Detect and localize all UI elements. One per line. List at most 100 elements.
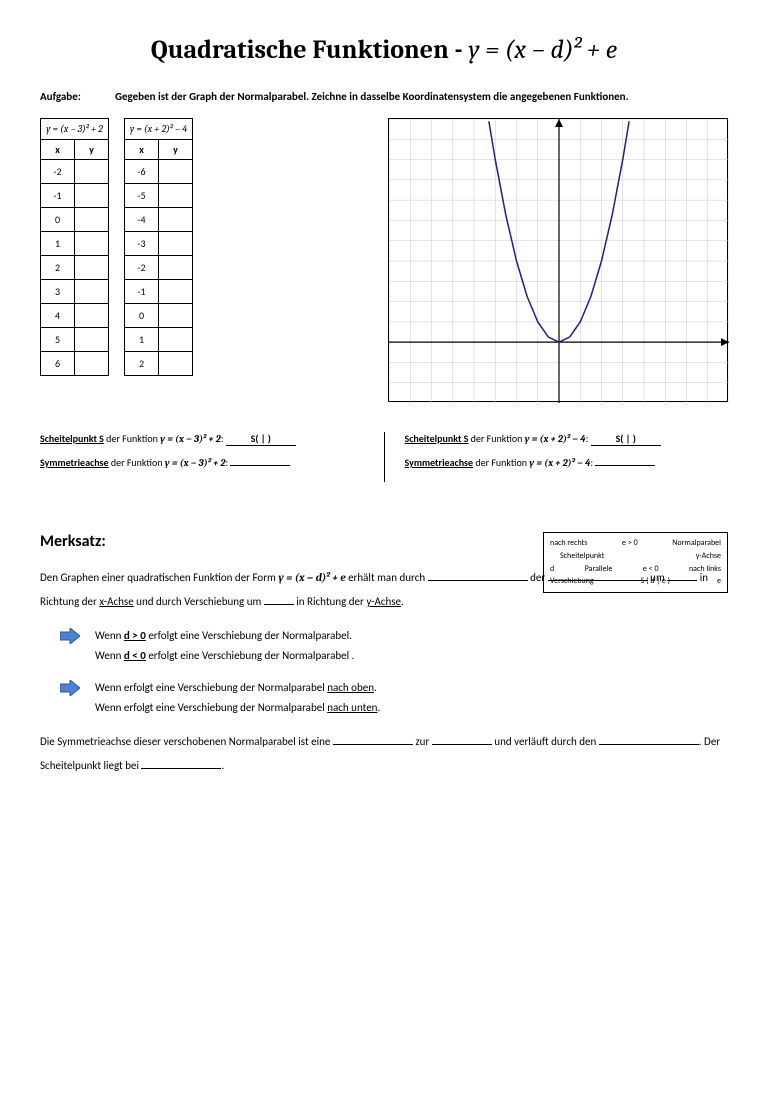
wb-w2: Normalparabel: [672, 537, 721, 550]
p2ax2: y-Achse: [366, 595, 401, 608]
blank-p3-3[interactable]: [599, 734, 699, 745]
right-axis-of: der Funktion: [473, 456, 529, 469]
wb-w11: S ( d | e ): [641, 575, 670, 588]
table1-y7[interactable]: [75, 328, 109, 352]
table2-x8: 2: [125, 352, 159, 376]
table1-y2[interactable]: [75, 208, 109, 232]
table1-x3: 1: [41, 232, 75, 256]
right-axis-label: Symmetrieachse: [405, 456, 474, 469]
table2-x0: -6: [125, 160, 159, 184]
table2-y8[interactable]: [159, 352, 193, 376]
p1b: erhält man durch: [346, 571, 428, 584]
word-bank: nach rechtse > 0Normalparabel Scheitelpu…: [543, 532, 728, 593]
table2-y2[interactable]: [159, 208, 193, 232]
table1-y1[interactable]: [75, 184, 109, 208]
table1-x6: 4: [41, 304, 75, 328]
left-axis-line: Symmetrieachse der Funktion y = (x − 3)²…: [40, 454, 364, 469]
table2-y1[interactable]: [159, 184, 193, 208]
table2-x6: 0: [125, 304, 159, 328]
blank-4[interactable]: [264, 594, 294, 605]
table1-x5: 3: [41, 280, 75, 304]
bullet-block-1: Wenn d > 0 erfolgt eine Verschiebung der…: [40, 626, 728, 666]
blank-p3-4[interactable]: [141, 758, 221, 769]
merksatz-section: nach rechtse > 0Normalparabel Scheitelpu…: [40, 532, 728, 778]
table2-x1: -5: [125, 184, 159, 208]
bullet-block-2: Wenn erfolgt eine Verschiebung der Norma…: [40, 678, 728, 718]
table2-y6[interactable]: [159, 304, 193, 328]
p2ax1: x-Achse: [99, 595, 133, 608]
b3dir: nach oben: [327, 681, 374, 694]
p3a: Die Symmetrieachse dieser verschobenen N…: [40, 735, 333, 748]
table2-y4[interactable]: [159, 256, 193, 280]
table1-y6[interactable]: [75, 304, 109, 328]
right-vertex-line: Scheitelpunkt S der Funktion y = (x + 2)…: [405, 432, 729, 446]
b2cond: d < 0: [124, 649, 146, 662]
wb-w12: e: [717, 575, 721, 588]
wb-w4: e > 0: [622, 537, 638, 550]
right-vertex-eq: y = (x + 2)² − 4: [525, 433, 586, 445]
page-title: Quadratische Funktionen - y = (x − d)² +…: [40, 35, 728, 65]
bullet-4-text: Wenn erfolgt eine Verschiebung der Norma…: [95, 698, 380, 718]
blank-1[interactable]: [428, 570, 528, 581]
left-vertex-of: der Funktion: [104, 432, 160, 445]
table2-x7: 1: [125, 328, 159, 352]
table1-y5[interactable]: [75, 280, 109, 304]
table1-y3[interactable]: [75, 232, 109, 256]
right-vertex-label: Scheitelpunkt S: [405, 432, 469, 445]
left-axis-blank[interactable]: [230, 454, 290, 466]
right-vertex-of: der Funktion: [468, 432, 524, 445]
title-equation: y = (x − d)² + e: [468, 35, 617, 65]
bullet-4: Wenn erfolgt eine Verschiebung der Norma…: [95, 698, 728, 718]
task-row: Aufgabe: Gegeben ist der Graph der Norma…: [40, 90, 728, 103]
left-vertex-label: Scheitelpunkt S: [40, 432, 104, 445]
table2-x2: -4: [125, 208, 159, 232]
arrow-right-icon: [60, 628, 80, 644]
p3c: und verläuft durch den: [492, 735, 599, 748]
wb-w7: Parallele: [585, 563, 613, 576]
wb-w9: nach links: [689, 563, 721, 576]
right-axis-blank[interactable]: [595, 454, 655, 466]
p1a: Den Graphen einer quadratischen Funktion…: [40, 571, 278, 584]
table1-x8: 6: [41, 352, 75, 376]
table2-y5[interactable]: [159, 280, 193, 304]
bullet-3: Wenn erfolgt eine Verschiebung der Norma…: [60, 678, 728, 698]
table1-y0[interactable]: [75, 160, 109, 184]
left-axis-label: Symmetrieachse: [40, 456, 109, 469]
p3b: zur: [413, 735, 432, 748]
wb-w6: d: [550, 563, 554, 576]
blank-p3-1[interactable]: [333, 734, 413, 745]
arrow-right-icon: [60, 680, 80, 696]
table2-y0[interactable]: [159, 160, 193, 184]
graph-svg: [389, 119, 729, 403]
blank-p3-2[interactable]: [432, 734, 492, 745]
table2-x4: -2: [125, 256, 159, 280]
bullet-1: Wenn d > 0 erfolgt eine Verschiebung der…: [60, 626, 728, 646]
wb-w8: e < 0: [643, 563, 659, 576]
p1eq: y = (x − d)² + e: [278, 571, 345, 584]
left-vertex-line: Scheitelpunkt S der Funktion y = (x − 3)…: [40, 432, 364, 446]
table2-y3[interactable]: [159, 232, 193, 256]
table1-y4[interactable]: [75, 256, 109, 280]
table1-x1: -1: [41, 184, 75, 208]
left-axis-eq: y = (x − 3)² + 2: [165, 457, 226, 469]
table1-header-y: y: [75, 140, 109, 160]
right-vertex-blank[interactable]: S( | ): [591, 432, 661, 446]
title-text: Quadratische Funktionen -: [151, 35, 468, 65]
table1-y8[interactable]: [75, 352, 109, 376]
table2-header-y: y: [159, 140, 193, 160]
table1-x0: -2: [41, 160, 75, 184]
right-axis-line: Symmetrieachse der Funktion y = (x + 2)²…: [405, 454, 729, 469]
p2d: in Richtung der: [294, 595, 367, 608]
wb-w10: Verschiebung: [550, 575, 594, 588]
left-axis-of: der Funktion: [109, 456, 165, 469]
p2c: und durch Verschiebung um: [134, 595, 264, 608]
table1-x7: 5: [41, 328, 75, 352]
left-vertex-blank[interactable]: S( | ): [226, 432, 296, 446]
props-right-column: Scheitelpunkt S der Funktion y = (x + 2)…: [405, 432, 729, 482]
value-table-1: y = (x − 3)² + 2 xy -2 -1 0 1 2 3 4 5 6: [40, 118, 109, 376]
table2-y7[interactable]: [159, 328, 193, 352]
merksatz-paragraph-2: Die Symmetrieachse dieser verschobenen N…: [40, 730, 728, 778]
table1-x4: 2: [41, 256, 75, 280]
right-axis-eq: y = (x + 2)² − 4: [529, 457, 590, 469]
properties-section: Scheitelpunkt S der Funktion y = (x − 3)…: [40, 432, 728, 482]
